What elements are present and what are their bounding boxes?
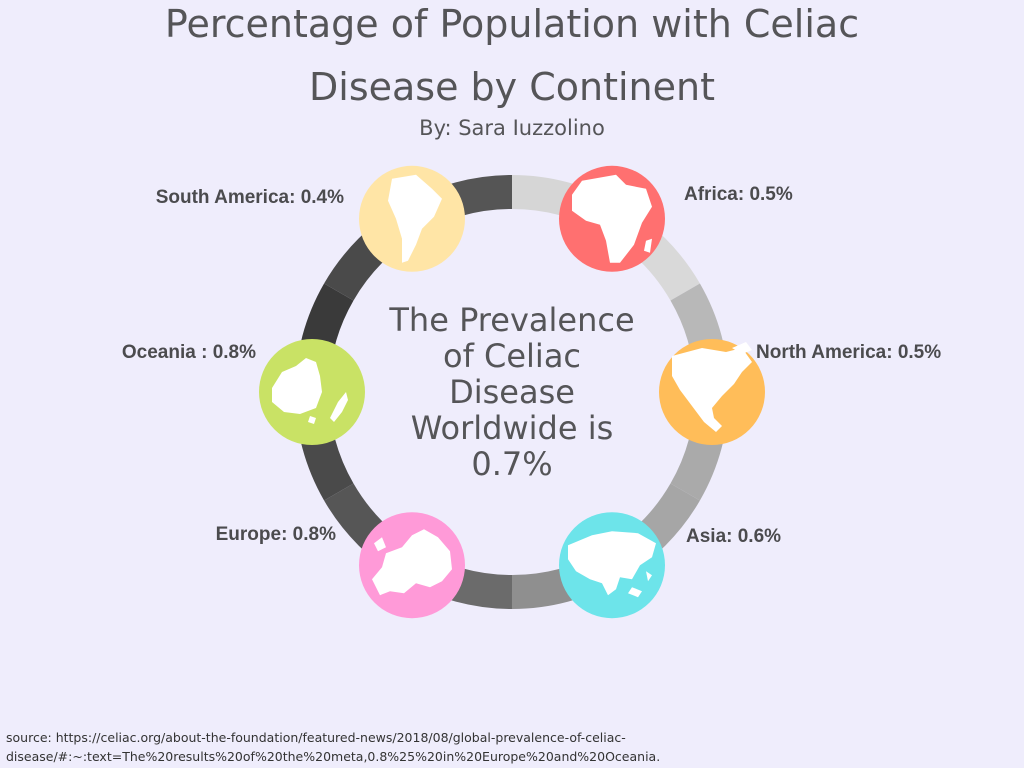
oceania-map-icon (272, 358, 348, 424)
center-line-2: of Celiac (442, 337, 582, 375)
north-america-map-icon (672, 342, 752, 432)
center-summary: The Prevalence of Celiac Disease Worldwi… (362, 302, 662, 482)
center-line-5: 0.7% (471, 445, 553, 483)
label-europe: Europe: 0.8% (215, 524, 336, 545)
source-line-1: source: https://celiac.org/about-the-fou… (6, 730, 626, 745)
center-line-1: The Prevalence (389, 301, 635, 339)
europe-map-icon (372, 529, 452, 596)
page-title: Percentage of Population with Celiac Dis… (0, 0, 1024, 106)
asia-map-icon (568, 531, 656, 598)
south-america-map-icon (388, 174, 442, 263)
continent-disc-europe (359, 512, 465, 619)
continent-disc-asia (559, 512, 665, 619)
continent-disc-south-america (359, 165, 465, 272)
title-line-2: Disease by Continent (309, 65, 715, 109)
source-line-2: disease/#:~:text=The%20results%20of%20th… (6, 749, 661, 764)
label-africa: Africa: 0.5% (684, 184, 793, 205)
continent-disc-africa (559, 165, 665, 272)
label-asia: Asia: 0.6% (686, 526, 782, 547)
title-line-1: Percentage of Population with Celiac (164, 2, 860, 46)
continent-disc-oceania (259, 339, 365, 445)
author-byline: By: Sara Iuzzolino (419, 116, 605, 140)
center-line-3: Disease (449, 373, 575, 411)
source-citation: source: https://celiac.org/about-the-fou… (6, 728, 660, 766)
center-line-4: Worldwide is (410, 409, 614, 447)
africa-map-icon (572, 174, 652, 263)
label-south-america: South America: 0.4% (155, 187, 344, 208)
label-oceania: Oceania : 0.8% (121, 342, 256, 363)
continent-disc-north-america (659, 339, 765, 445)
label-north-america: North America: 0.5% (756, 342, 942, 363)
